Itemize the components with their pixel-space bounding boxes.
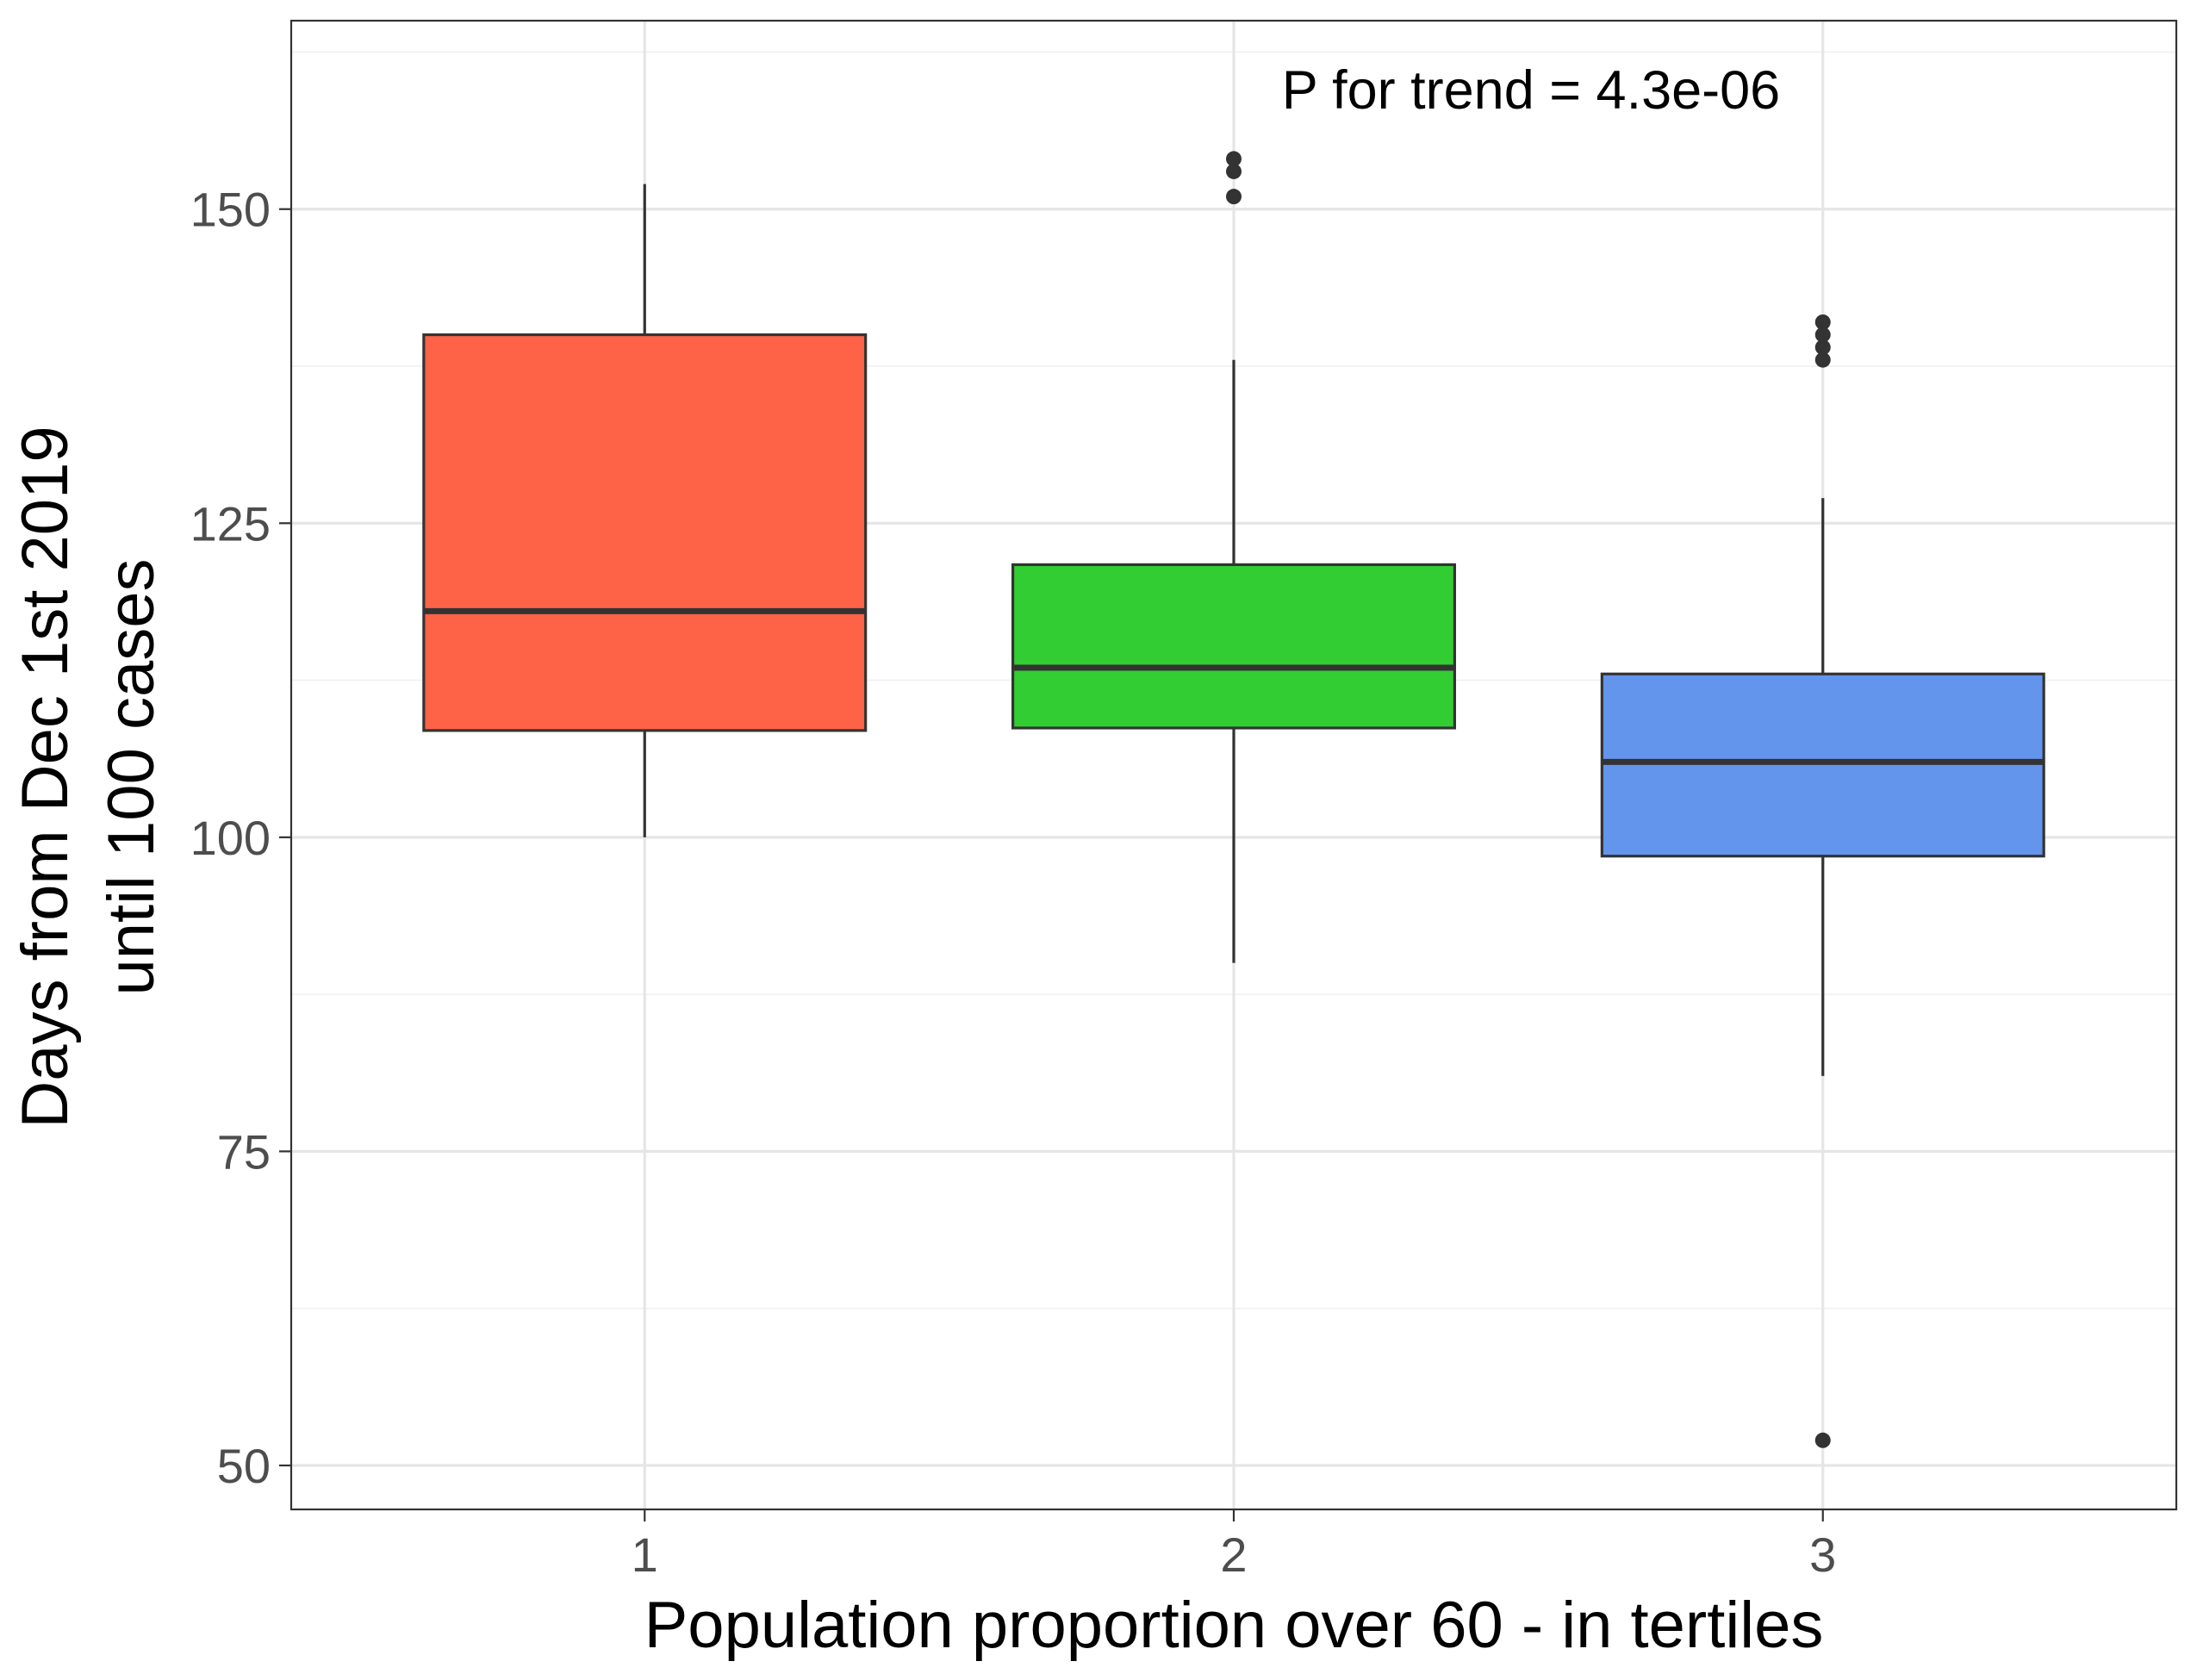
x-tick-label: 1: [632, 1528, 658, 1582]
outlier-point: [1226, 163, 1242, 179]
box-group-1: [422, 184, 868, 837]
box-plots: [422, 151, 2045, 1448]
y-tick-label: 50: [217, 1439, 271, 1493]
y-tick-label: 125: [190, 496, 271, 551]
outlier-point: [1226, 151, 1242, 167]
outlier-point: [1814, 1432, 1831, 1448]
box-group-3: [1600, 314, 2045, 1448]
trend-p-value-annotation: P for trend = 4.3e-06: [1282, 60, 1780, 121]
y-tick-label: 100: [190, 811, 271, 865]
outlier-point: [1814, 352, 1831, 368]
box-iqr: [1011, 563, 1457, 730]
outlier-point: [1814, 314, 1831, 330]
y-tick-label: 150: [190, 183, 271, 237]
x-tick-label: 2: [1220, 1528, 1247, 1582]
box-iqr: [422, 333, 868, 732]
y-tick-label: 75: [217, 1124, 271, 1179]
y-axis-title-line-2: until 100 cases: [95, 559, 168, 996]
outlier-point: [1814, 327, 1831, 343]
box-group-2: [1011, 151, 1457, 963]
x-tick-label: 3: [1809, 1528, 1836, 1582]
y-axis-title-line-1: Days from Dec 1st 2019: [9, 426, 82, 1128]
outlier-point: [1814, 339, 1831, 356]
x-axis: 1 2 3: [632, 1509, 1836, 1582]
x-axis-title: Population proportion over 60 - in terti…: [644, 1589, 1824, 1662]
y-axis-title: Days from Dec 1st 2019 until 100 cases: [9, 426, 168, 1128]
outlier-point: [1226, 189, 1242, 205]
y-axis: 50 75 100 125 150: [190, 183, 291, 1493]
box-iqr: [1600, 672, 2045, 858]
